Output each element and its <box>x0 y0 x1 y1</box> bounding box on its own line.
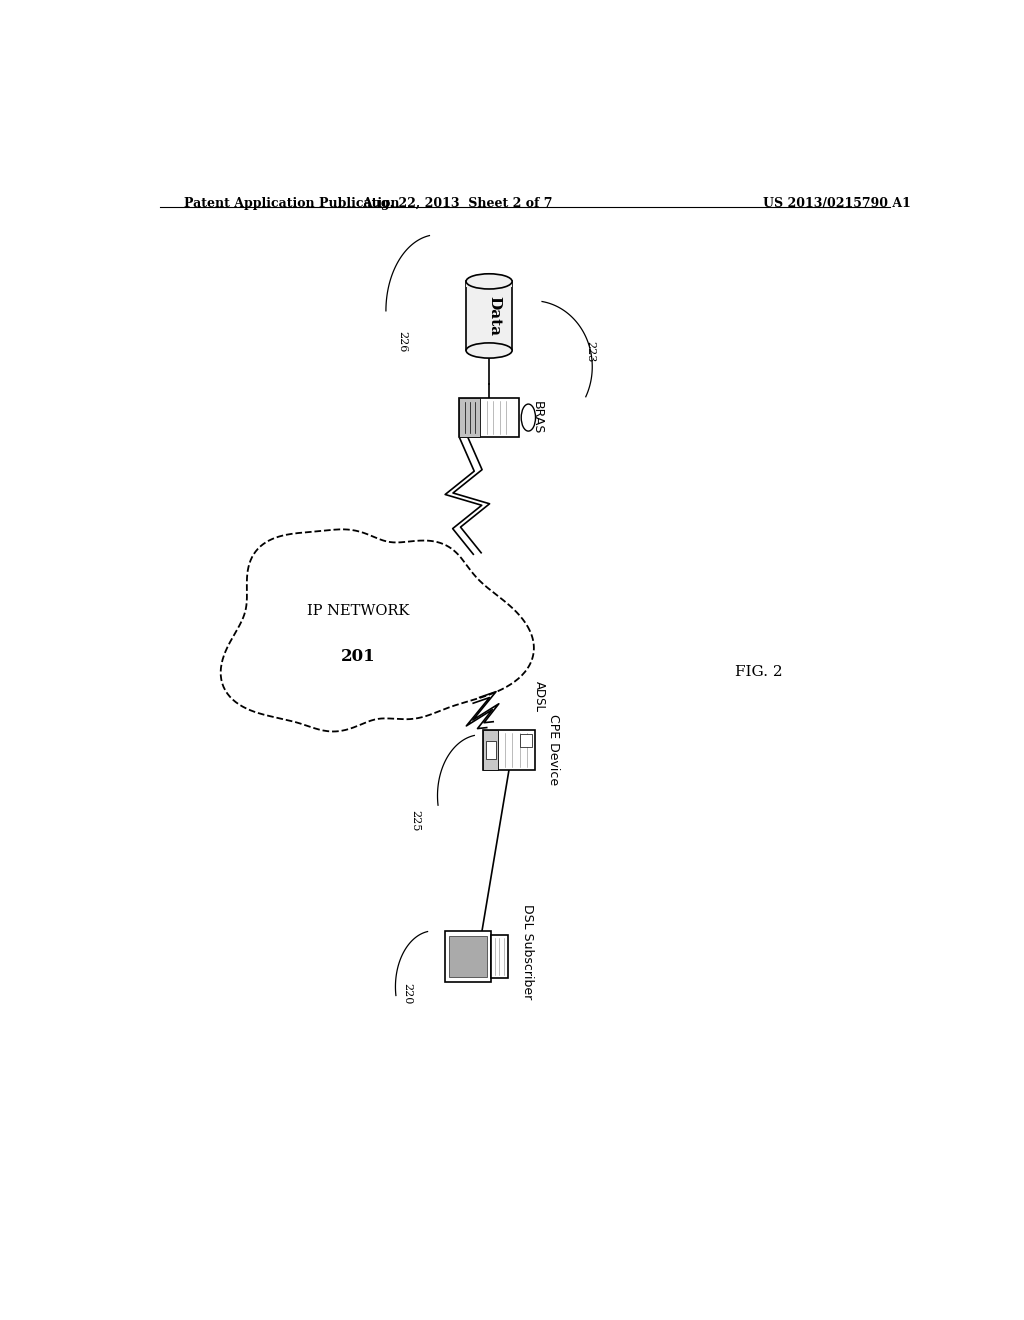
FancyBboxPatch shape <box>485 741 496 759</box>
FancyBboxPatch shape <box>520 734 531 747</box>
FancyBboxPatch shape <box>490 935 508 978</box>
Ellipse shape <box>466 273 512 289</box>
Ellipse shape <box>466 343 512 358</box>
Text: ADSL: ADSL <box>532 681 546 713</box>
Text: DSL Subscriber: DSL Subscriber <box>521 904 534 999</box>
Text: Aug. 22, 2013  Sheet 2 of 7: Aug. 22, 2013 Sheet 2 of 7 <box>362 197 553 210</box>
Text: 225: 225 <box>411 810 420 832</box>
FancyBboxPatch shape <box>483 730 498 771</box>
Text: BRAS: BRAS <box>531 401 544 434</box>
FancyBboxPatch shape <box>483 730 535 771</box>
Text: 220: 220 <box>402 983 413 1005</box>
FancyBboxPatch shape <box>449 936 486 977</box>
Text: 226: 226 <box>396 331 407 352</box>
FancyBboxPatch shape <box>460 399 519 437</box>
Text: FIG. 2: FIG. 2 <box>735 665 782 678</box>
FancyBboxPatch shape <box>466 281 512 351</box>
Polygon shape <box>221 529 534 731</box>
Text: Data: Data <box>486 296 501 337</box>
Ellipse shape <box>521 404 536 432</box>
FancyBboxPatch shape <box>466 280 512 288</box>
Text: 201: 201 <box>341 648 376 665</box>
Text: 223: 223 <box>585 341 595 362</box>
Text: US 2013/0215790 A1: US 2013/0215790 A1 <box>763 197 910 210</box>
Text: Patent Application Publication: Patent Application Publication <box>183 197 399 210</box>
Text: IP NETWORK: IP NETWORK <box>307 603 410 618</box>
FancyBboxPatch shape <box>460 399 480 437</box>
Text: CPE Device: CPE Device <box>547 714 560 785</box>
FancyBboxPatch shape <box>444 931 490 982</box>
